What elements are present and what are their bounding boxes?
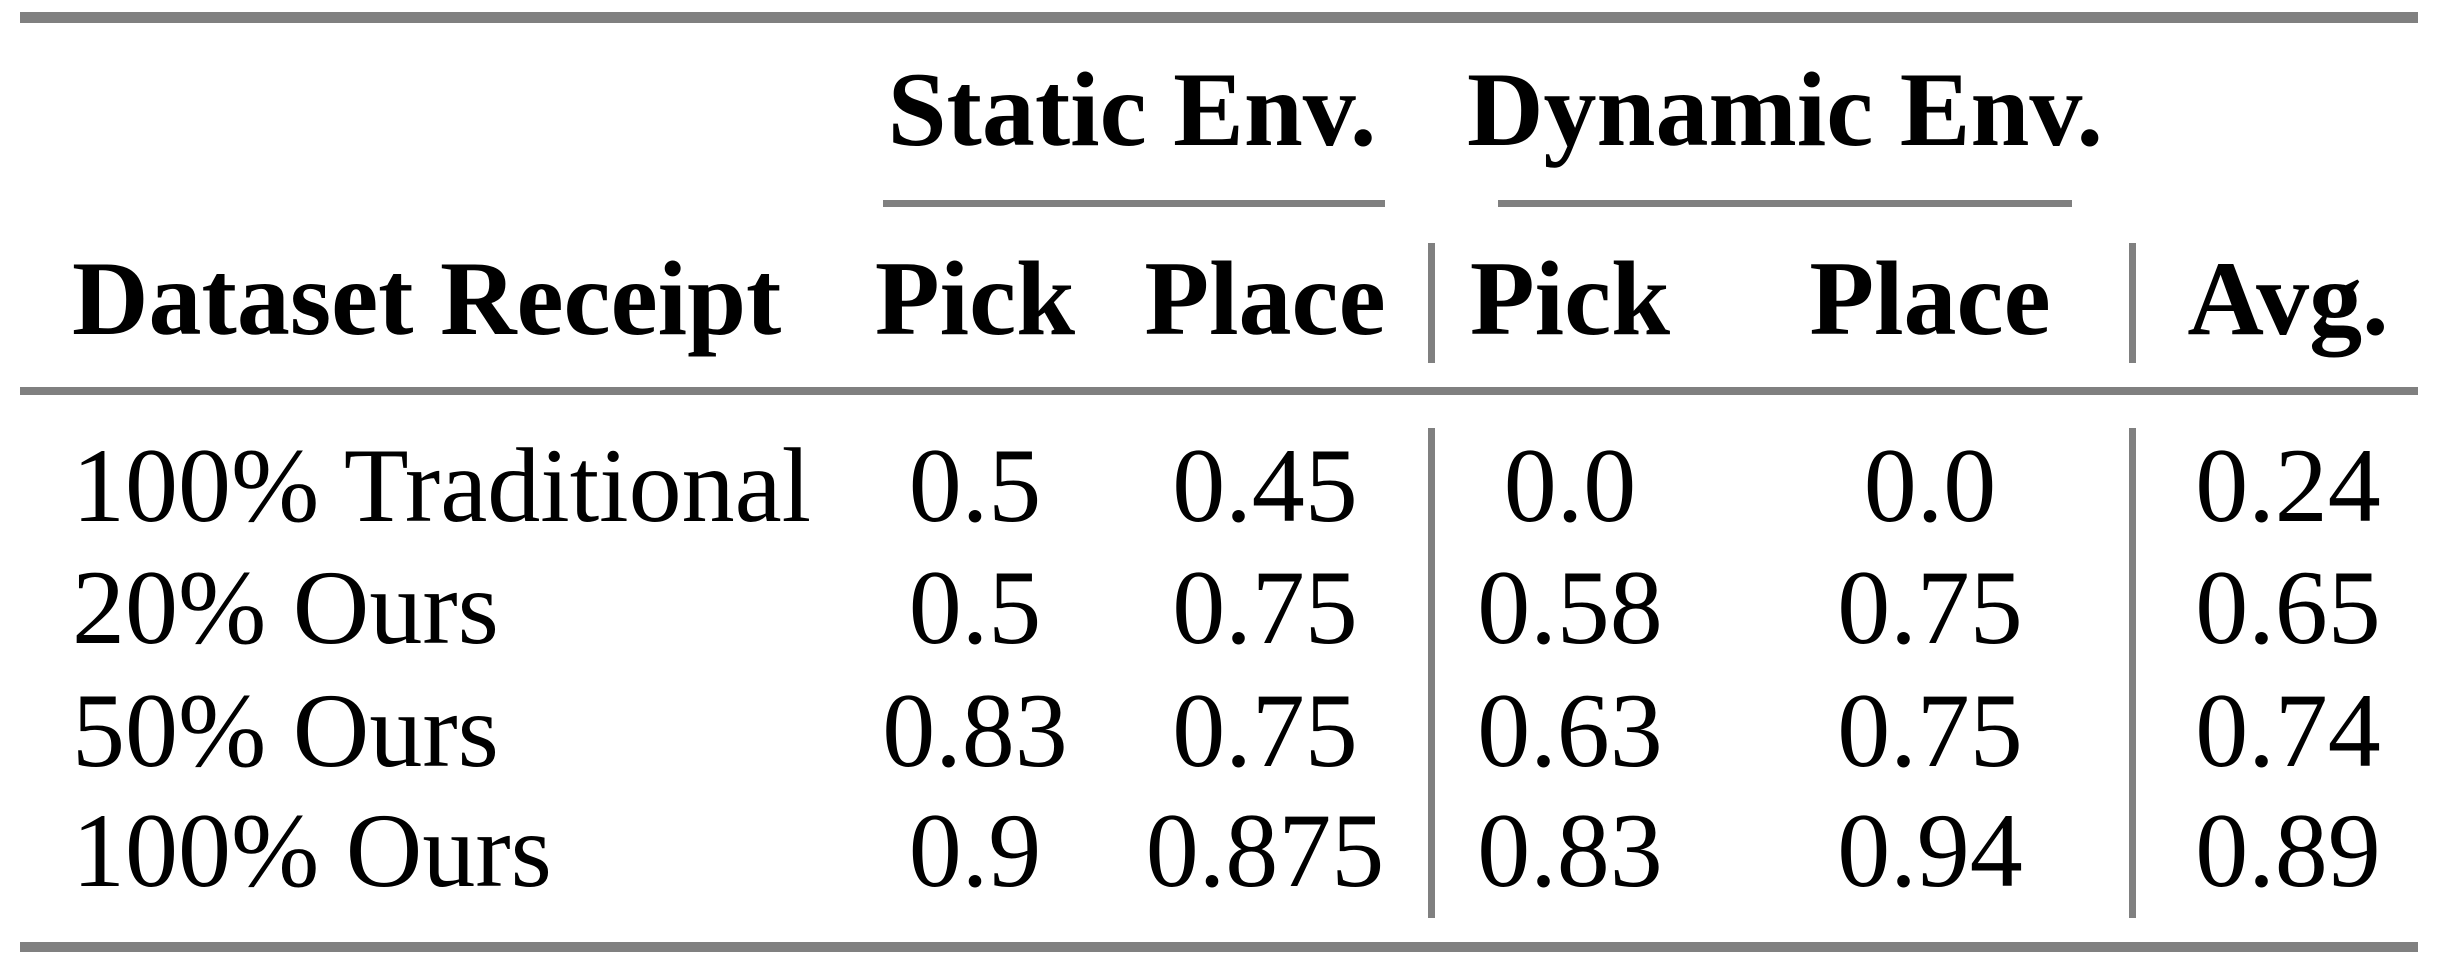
top-rule: [20, 12, 2418, 23]
table-cell: 0.75: [1172, 672, 1358, 789]
column-group-static-env: Static Env.: [887, 51, 1377, 168]
table-cell: 0.63: [1477, 672, 1663, 789]
table-cell: 0.75: [1837, 549, 2023, 666]
table-cell: 0.9: [908, 792, 1042, 909]
table-cell: 0.0: [1503, 427, 1637, 544]
bottom-rule: [20, 942, 2418, 952]
table-cell: 0.875: [1145, 792, 1385, 909]
table-cell: 0.83: [1477, 792, 1663, 909]
table-cell: 0.5: [908, 427, 1042, 544]
table-cell: 0.75: [1837, 672, 2023, 789]
header-static-place: Place: [1144, 240, 1386, 357]
table-cell: 0.75: [1172, 549, 1358, 666]
header-static-pick: Pick: [874, 240, 1076, 357]
table-cell: 0.58: [1477, 549, 1663, 666]
table-cell: 0.83: [882, 672, 1068, 789]
table-cell: 0.45: [1172, 427, 1358, 544]
column-group-dynamic-env: Dynamic Env.: [1466, 51, 2104, 168]
vertical-rule-static-dynamic-header: [1428, 243, 1435, 363]
header-avg: Avg.: [2187, 240, 2389, 357]
row-label: 20% Ours: [72, 549, 499, 666]
row-label: 50% Ours: [72, 672, 499, 789]
vertical-rule-avg-body: [2129, 428, 2136, 918]
table-cell: 0.24: [2195, 427, 2381, 544]
cmidrule-dynamic-env: [1498, 200, 2072, 207]
vertical-rule-static-dynamic-body: [1428, 428, 1435, 918]
header-dataset-receipt: Dataset Receipt: [72, 240, 782, 357]
mid-rule: [20, 387, 2418, 395]
table-cell: 0.94: [1837, 792, 2023, 909]
table-cell: 0.89: [2195, 792, 2381, 909]
header-dynamic-pick: Pick: [1469, 240, 1671, 357]
vertical-rule-avg-header: [2129, 243, 2136, 363]
table-cell: 0.65: [2195, 549, 2381, 666]
table-cell: 0.74: [2195, 672, 2381, 789]
header-dynamic-place: Place: [1809, 240, 2051, 357]
row-label: 100% Traditional: [72, 427, 812, 544]
row-label: 100% Ours: [72, 792, 552, 909]
cmidrule-static-env: [883, 200, 1385, 207]
table-cell: 0.5: [908, 549, 1042, 666]
table-cell: 0.0: [1863, 427, 1997, 544]
